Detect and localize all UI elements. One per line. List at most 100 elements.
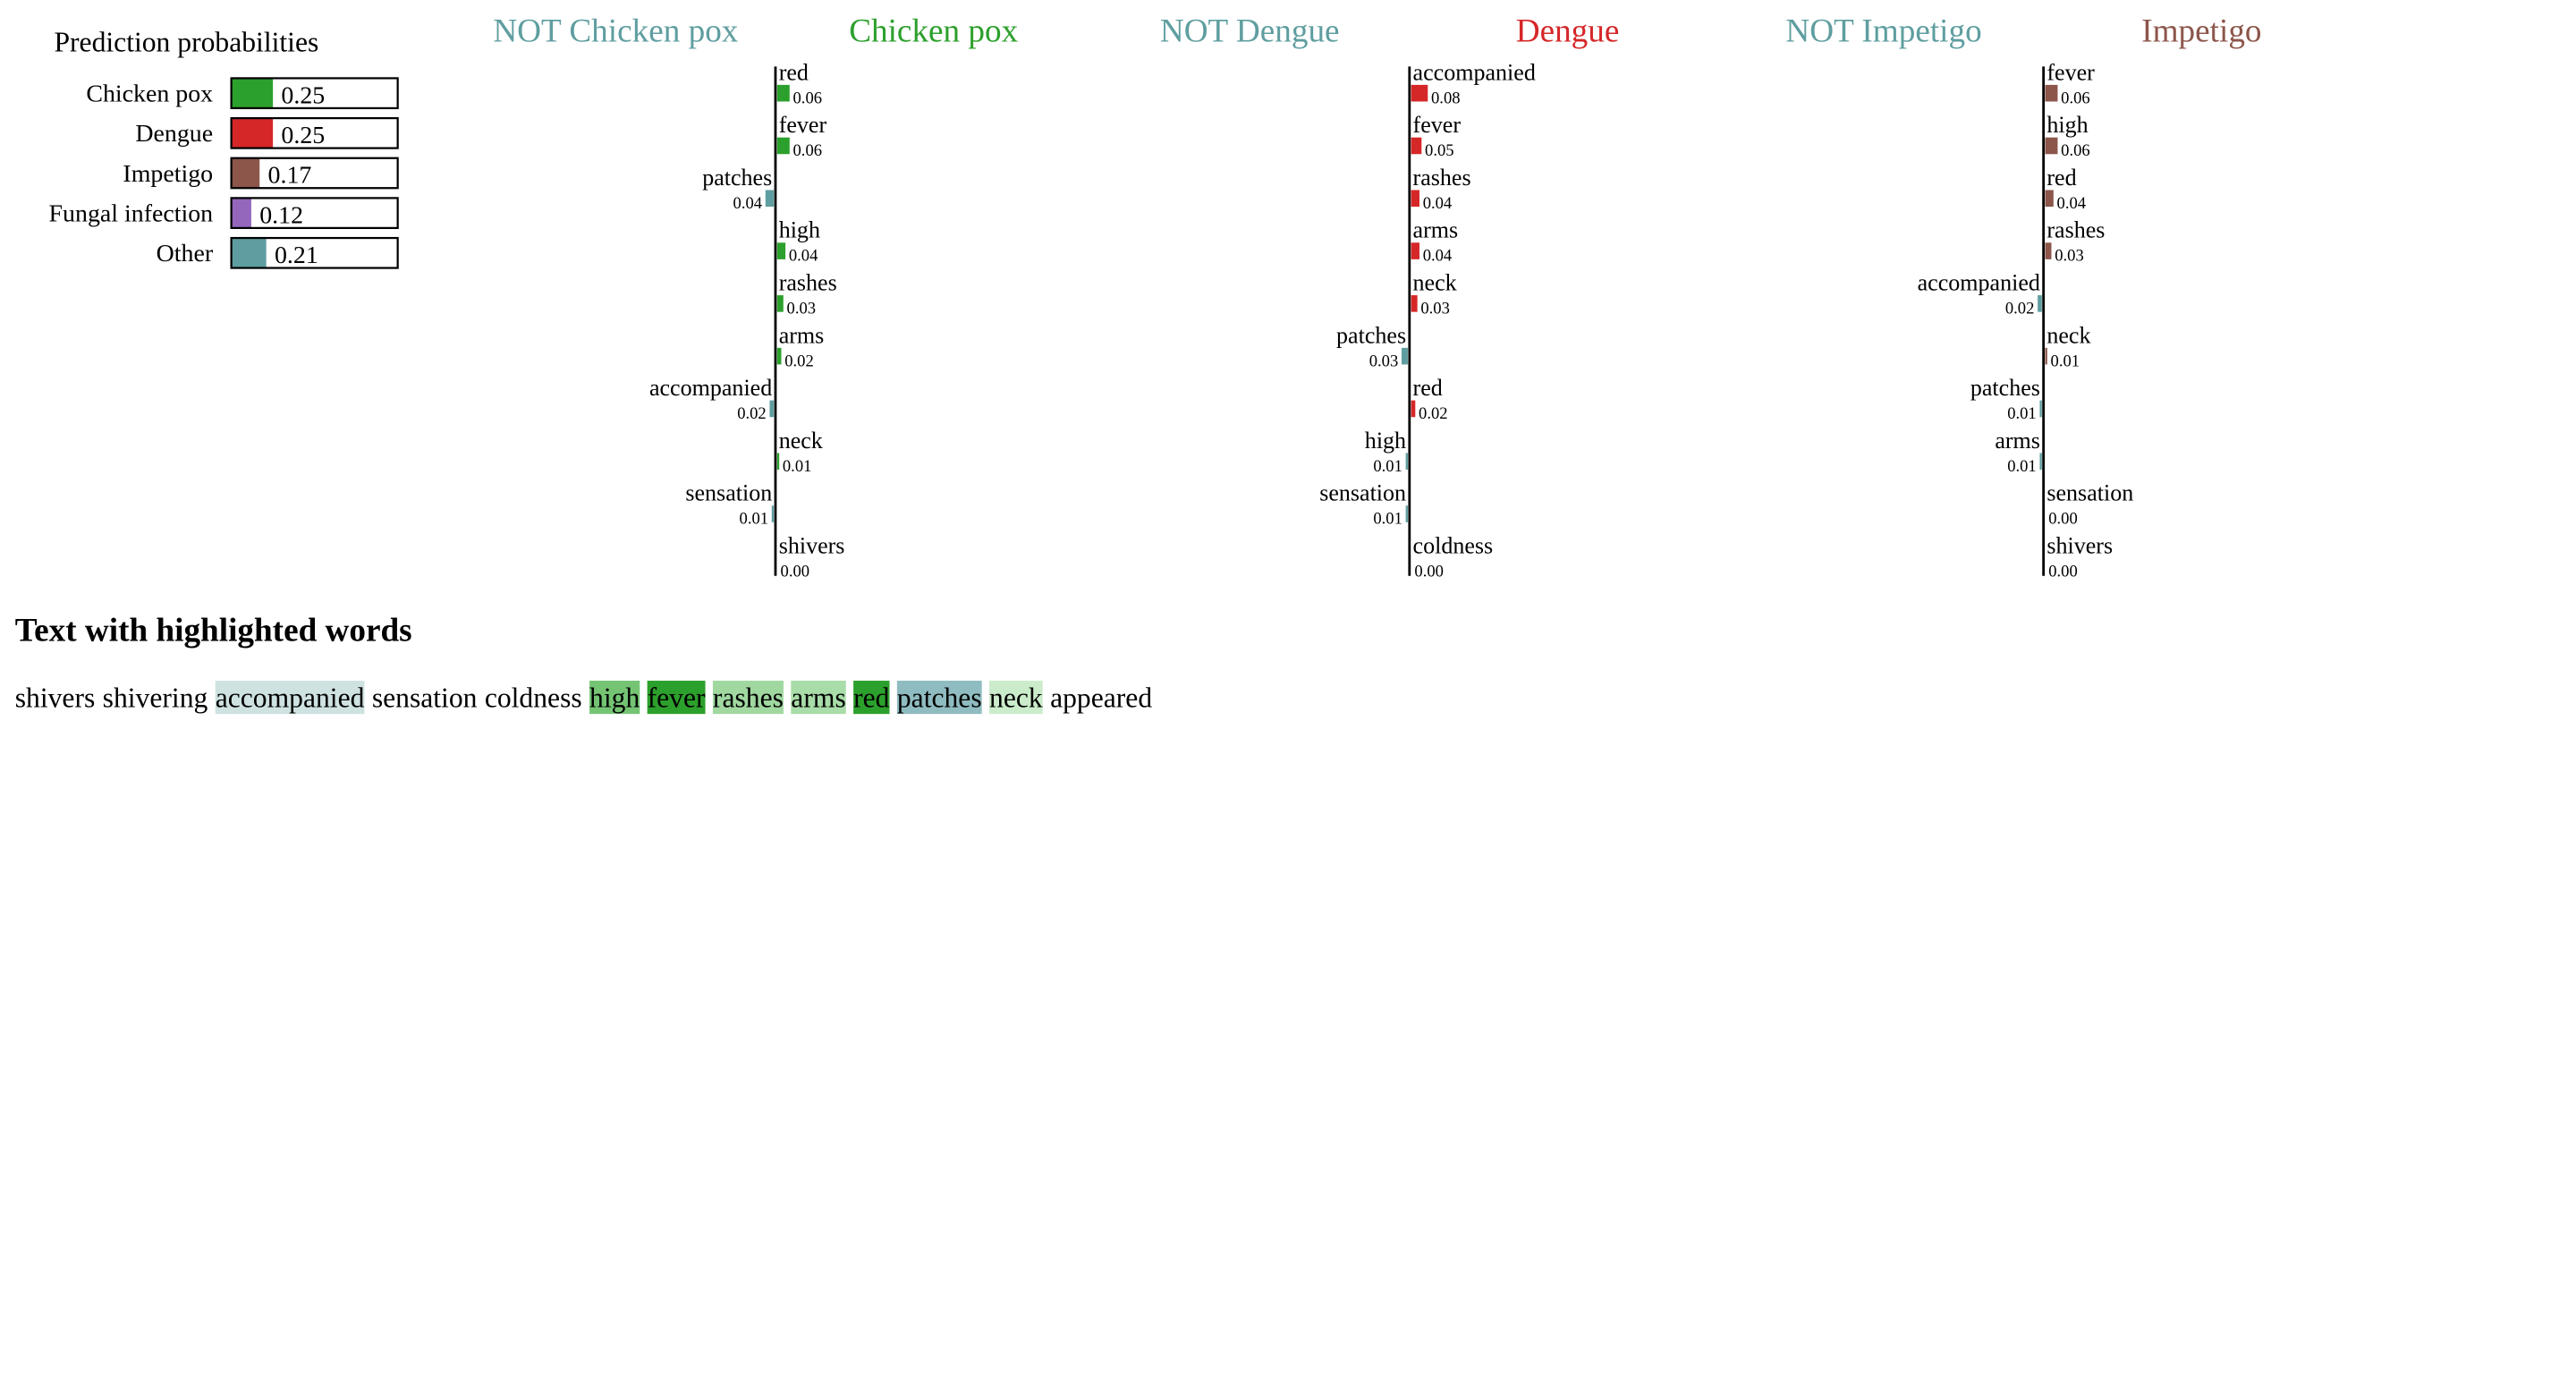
feature-weight-label: 0.08 xyxy=(1431,89,1461,107)
feature-word: neck xyxy=(2046,322,2091,348)
negative-class-title: NOT Chicken pox xyxy=(493,13,738,50)
feature-word: high xyxy=(1365,428,1406,454)
feature-word: accompanied xyxy=(1918,269,2040,295)
class-label: Other xyxy=(157,240,214,267)
feature-row: red 0.06 xyxy=(776,59,822,107)
highlighted-word: high xyxy=(589,680,640,715)
feature-weight-label: 0.01 xyxy=(2007,404,2037,423)
feature-word: rashes xyxy=(779,269,837,295)
feature-word: sensation xyxy=(685,480,772,506)
feature-word: sensation xyxy=(1319,480,1406,506)
feature-weight-label: 0.03 xyxy=(787,300,817,318)
feature-bar xyxy=(1411,242,1419,259)
feature-word: coldness xyxy=(1413,532,1494,558)
class-label: Chicken pox xyxy=(86,80,213,107)
word-highlight xyxy=(647,680,706,715)
feature-bar xyxy=(1411,84,1428,102)
highlighted-word: patches xyxy=(896,680,982,715)
class-label: Dengue xyxy=(135,120,213,148)
feature-word: sensation xyxy=(2046,480,2133,506)
feature-word: neck xyxy=(1413,269,1458,295)
feature-weight-chart: NOT Impetigo Impetigo fever 0.06 high 0.06 red… xyxy=(1785,13,2261,581)
feature-weight-label: 0.03 xyxy=(1369,352,1399,370)
feature-row: neck 0.01 xyxy=(2045,322,2091,370)
highlighted-text-paragraph: shivers shivering accompanied sensation cold… xyxy=(15,680,1152,715)
positive-class-title: Dengue xyxy=(1516,13,1620,50)
positive-class-title: Impetigo xyxy=(2141,13,2261,50)
feature-bar xyxy=(2045,84,2058,102)
feature-row: high 0.06 xyxy=(2045,112,2090,160)
feature-word: high xyxy=(2046,112,2088,138)
feature-word: fever xyxy=(779,112,827,138)
feature-word: shivers xyxy=(2046,532,2113,558)
feature-row: arms 0.04 xyxy=(1411,217,1458,266)
feature-row: patches 0.04 xyxy=(702,165,775,213)
feature-row: sensation 0.01 xyxy=(1319,480,1408,529)
word-highlight xyxy=(896,680,982,715)
highlighted-word: red xyxy=(853,680,890,715)
word-highlight xyxy=(853,680,890,715)
feature-row: neck 0.03 xyxy=(1411,269,1458,318)
feature-row: shivers 0.00 xyxy=(2046,532,2113,581)
probability-bar xyxy=(231,78,274,108)
word-text: patches xyxy=(897,683,982,714)
feature-bar xyxy=(776,84,790,102)
probability-bar xyxy=(231,157,260,189)
feature-bar xyxy=(1405,505,1408,522)
feature-row: high 0.04 xyxy=(776,217,820,266)
feature-weight-label: 0.04 xyxy=(789,247,818,266)
feature-bar xyxy=(1411,295,1418,312)
feature-weight-label: 0.00 xyxy=(1414,562,1444,581)
probability-value: 0.21 xyxy=(275,242,318,269)
word-text: accompanied xyxy=(216,683,365,714)
text-word: shivers xyxy=(15,683,96,714)
feature-row: accompanied 0.02 xyxy=(649,375,775,423)
feature-row: rashes 0.03 xyxy=(2045,217,2105,266)
feature-word: red xyxy=(2046,165,2076,191)
feature-word: patches xyxy=(702,165,772,191)
feature-row: patches 0.03 xyxy=(1336,322,1408,370)
feature-row: red 0.04 xyxy=(2045,165,2087,213)
feature-bar xyxy=(776,453,780,471)
feature-bar xyxy=(776,137,790,155)
feature-weight-label: 0.02 xyxy=(784,352,814,370)
feature-row: arms 0.01 xyxy=(1995,428,2042,476)
negative-class-title: NOT Impetigo xyxy=(1785,13,1981,50)
feature-word: arms xyxy=(1995,428,2040,454)
feature-bar xyxy=(771,505,775,522)
feature-word: fever xyxy=(2046,59,2095,85)
word-text: high xyxy=(589,683,640,714)
probability-value: 0.17 xyxy=(268,162,312,190)
feature-row: fever 0.06 xyxy=(2045,59,2095,107)
feature-weight-label: 0.01 xyxy=(2051,352,2080,370)
feature-bar xyxy=(1411,137,1422,155)
feature-word: neck xyxy=(779,428,824,454)
feature-weight-label: 0.03 xyxy=(1420,300,1450,318)
word-highlight xyxy=(712,680,784,715)
feature-bar xyxy=(776,295,784,312)
feature-bar xyxy=(1411,190,1419,208)
feature-bar xyxy=(765,190,775,208)
probabilities-title: Prediction probabilities xyxy=(54,27,318,58)
word-text: red xyxy=(853,683,890,714)
feature-weight-label: 0.00 xyxy=(2048,562,2078,581)
feature-row: accompanied 0.08 xyxy=(1411,59,1536,107)
probability-row: Dengue 0.25 xyxy=(135,116,399,149)
negative-class-title: NOT Dengue xyxy=(1160,13,1340,50)
feature-bar xyxy=(1401,347,1408,365)
text-word: sensation xyxy=(372,683,478,714)
highlighted-text-title: Text with highlighted words xyxy=(15,612,412,649)
word-highlight xyxy=(791,680,846,715)
feature-bar xyxy=(2039,453,2042,471)
probability-row: Impetigo 0.17 xyxy=(123,157,399,190)
feature-weight-label: 0.01 xyxy=(1373,510,1402,529)
feature-row: coldness 0.00 xyxy=(1413,532,1494,581)
feature-weight-label: 0.04 xyxy=(2057,194,2087,213)
probability-bar-frame xyxy=(230,236,399,269)
probability-bar xyxy=(231,198,251,228)
feature-word: high xyxy=(779,217,820,243)
word-text: rashes xyxy=(713,683,784,714)
feature-word: rashes xyxy=(1413,165,1471,191)
